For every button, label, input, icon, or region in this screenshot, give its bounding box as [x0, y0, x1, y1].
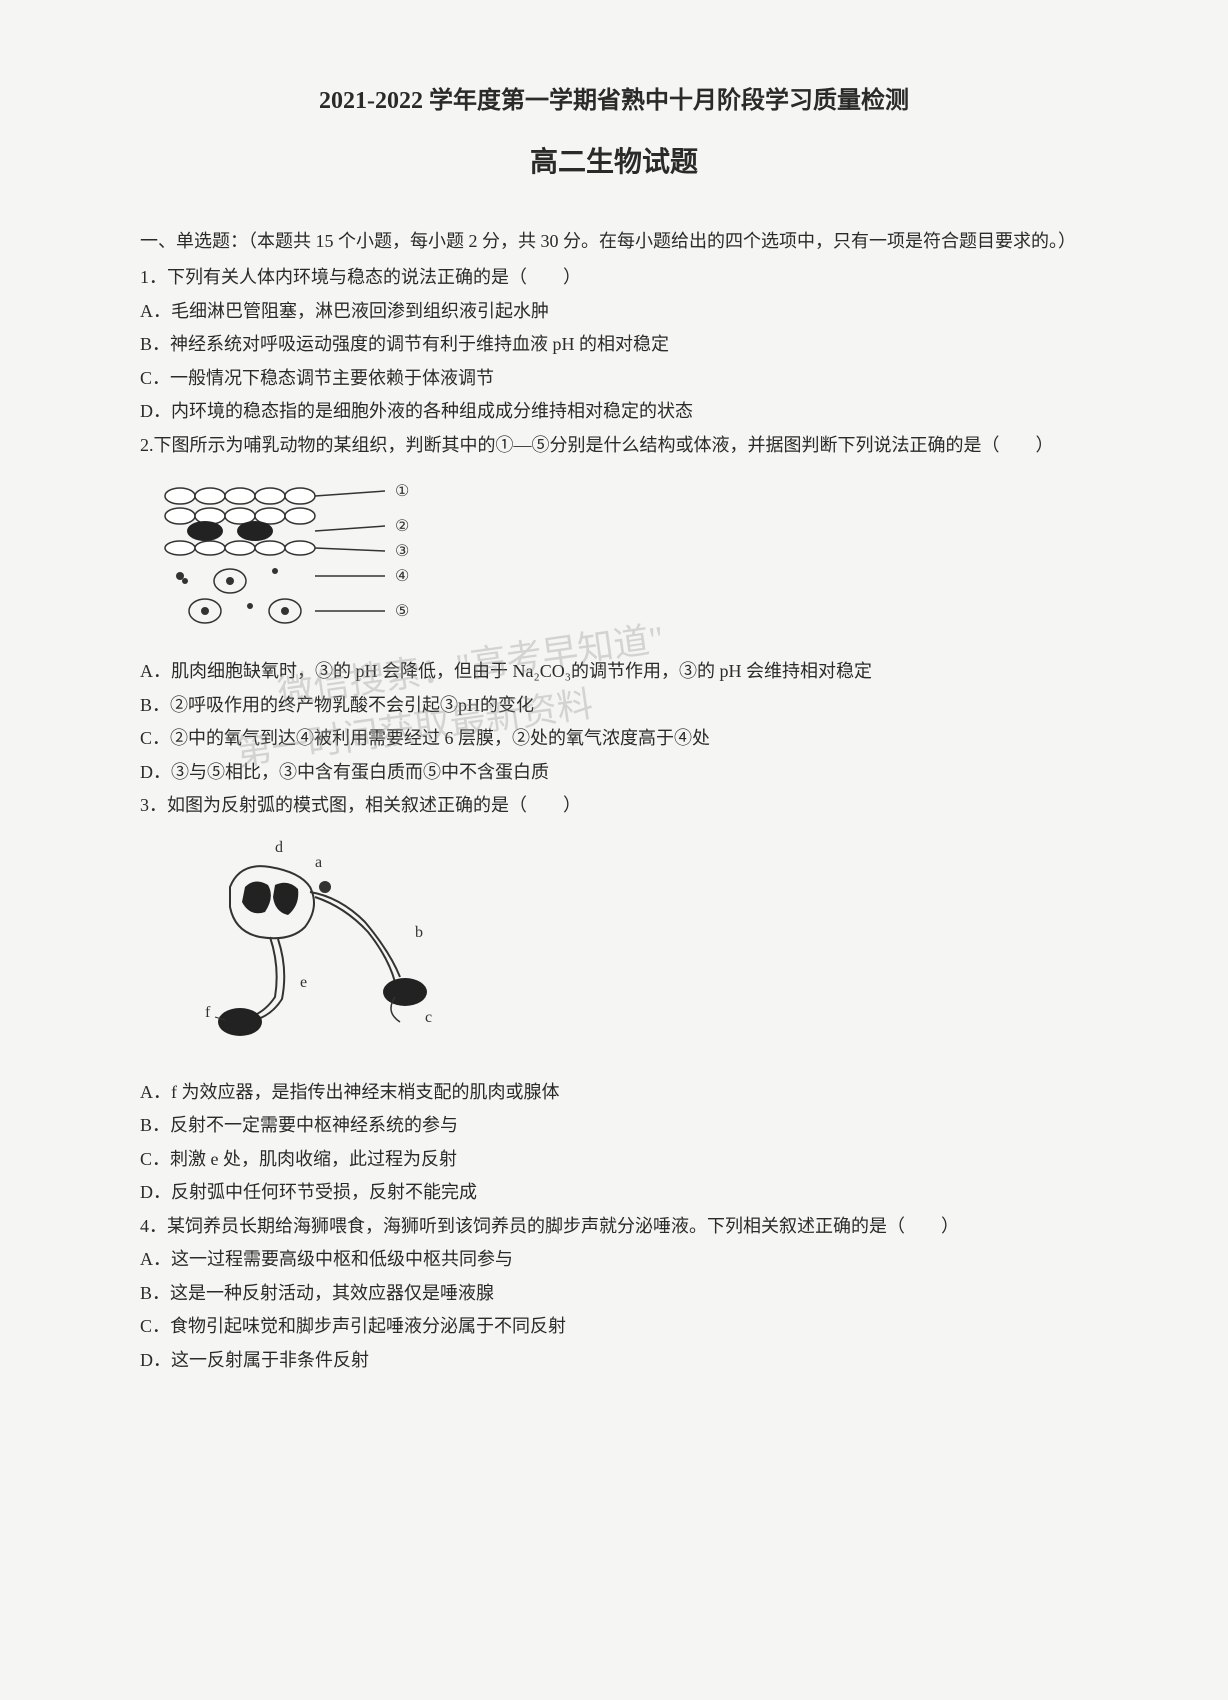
- question-1-option-a: A．毛细淋巴管阻塞，淋巴液回渗到组织液引起水肿: [140, 296, 1088, 328]
- question-3-option-c: C．刺激 e 处，肌肉收缩，此过程为反射: [140, 1144, 1088, 1176]
- question-4-option-b: B．这是一种反射活动，其效应器仅是唾液腺: [140, 1278, 1088, 1310]
- diagram-label-4: ④: [395, 568, 409, 585]
- question-4-option-a: A．这一过程需要高级中枢和低级中枢共同参与: [140, 1244, 1088, 1276]
- question-2-option-a: A．肌肉细胞缺氧时，③的 pH 会降低，但由于 Na₂CO₃的调节作用，③的 p…: [140, 656, 1088, 688]
- diagram2-label-b: b: [415, 924, 423, 941]
- question-2-stem: 2.下图所示为哺乳动物的某组织，判断其中的①—⑤分别是什么结构或体液，并据图判断…: [140, 430, 1088, 462]
- question-3-option-b: B．反射不一定需要中枢神经系统的参与: [140, 1110, 1088, 1142]
- diagram2-label-a: a: [315, 854, 322, 871]
- section-one-header: 一、单选题：（本题共 15 个小题，每小题 2 分，共 30 分。在每小题给出的…: [140, 225, 1088, 257]
- diagram2-label-f: f: [205, 1004, 211, 1021]
- question-2-diagram: ① ② ③ ④ ⑤: [160, 476, 1088, 641]
- question-4-option-c: C．食物引起味觉和脚步声引起唾液分泌属于不同反射: [140, 1311, 1088, 1343]
- question-1-option-d: D．内环境的稳态指的是细胞外液的各种组成成分维持相对稳定的状态: [140, 396, 1088, 428]
- diagram2-label-e: e: [300, 974, 307, 991]
- diagram2-label-d: d: [275, 839, 283, 856]
- question-2-option-d: D．③与⑤相比，③中含有蛋白质而⑤中不含蛋白质: [140, 757, 1088, 789]
- question-1-option-b: B．神经系统对呼吸运动强度的调节有利于维持血液 pH 的相对稳定: [140, 329, 1088, 361]
- diagram-label-2: ②: [395, 518, 409, 535]
- diagram-label-1: ①: [395, 483, 409, 500]
- diagram2-label-c: c: [425, 1009, 432, 1026]
- question-2-option-b: B．②呼吸作用的终产物乳酸不会引起③pH的变化: [140, 690, 1088, 722]
- question-3-option-d: D．反射弧中任何环节受损，反射不能完成: [140, 1177, 1088, 1209]
- reflex-arc-diagram-icon: d a b c e f: [200, 837, 500, 1057]
- question-3-stem: 3．如图为反射弧的模式图，相关叙述正确的是（ ）: [140, 790, 1088, 822]
- tissue-diagram-icon: ① ② ③ ④ ⑤: [160, 476, 440, 636]
- question-1-option-c: C．一般情况下稳态调节主要依赖于体液调节: [140, 363, 1088, 395]
- diagram-label-5: ⑤: [395, 603, 409, 620]
- exam-main-title: 2021-2022 学年度第一学期省熟中十月阶段学习质量检测: [140, 80, 1088, 115]
- question-3-option-a: A．f 为效应器，是指传出神经末梢支配的肌肉或腺体: [140, 1077, 1088, 1109]
- diagram-label-3: ③: [395, 543, 409, 560]
- question-4-stem: 4．某饲养员长期给海狮喂食，海狮听到该饲养员的脚步声就分泌唾液。下列相关叙述正确…: [140, 1211, 1088, 1243]
- question-1-stem: 1．下列有关人体内环境与稳态的说法正确的是（ ）: [140, 262, 1088, 294]
- question-2-option-c: C．②中的氧气到达④被利用需要经过 6 层膜，②处的氧气浓度高于④处: [140, 723, 1088, 755]
- question-4-option-d: D．这一反射属于非条件反射: [140, 1345, 1088, 1377]
- exam-sub-title: 高二生物试题: [140, 140, 1088, 180]
- question-3-diagram: d a b c e f: [160, 837, 1088, 1062]
